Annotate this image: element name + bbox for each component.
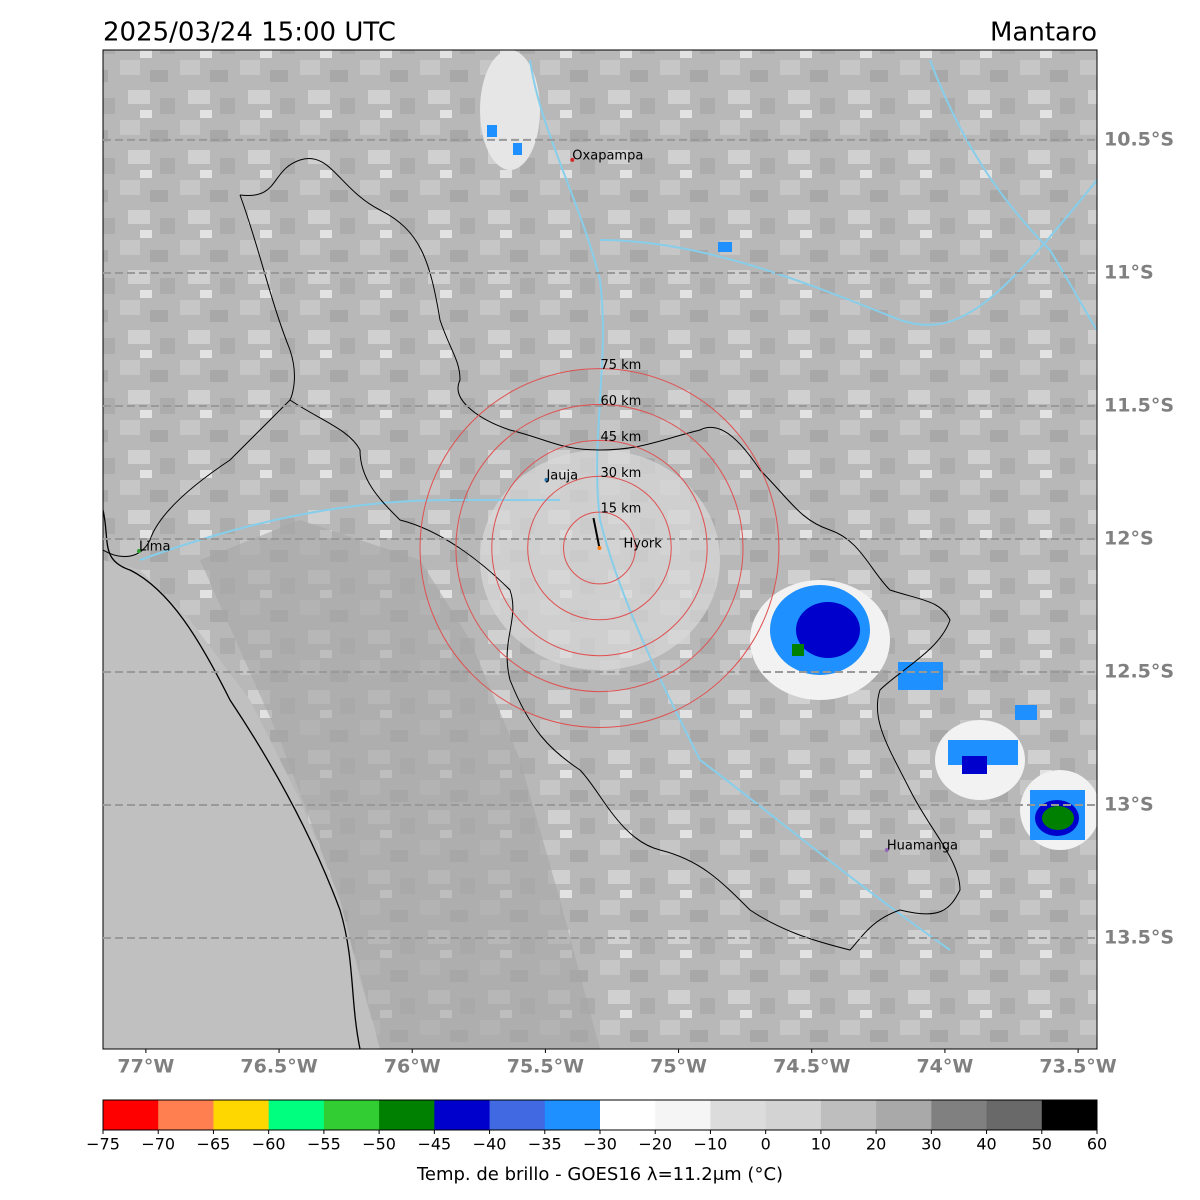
colorbar-bin xyxy=(710,1100,767,1130)
region: Mantaro xyxy=(990,18,1097,48)
colorbar-bin xyxy=(931,1100,988,1130)
colorbar-tick-label: −75 xyxy=(86,1135,120,1154)
lat-tick-label: 11.5°S xyxy=(1104,394,1174,416)
lat-tick-label: 10.5°S xyxy=(1104,128,1174,150)
place-label: Oxapampa xyxy=(572,148,643,163)
colorbar-tick-label: −65 xyxy=(197,1135,231,1154)
lat-tick-label: 13.5°S xyxy=(1104,927,1174,949)
colorbar-bin xyxy=(213,1100,270,1130)
colorbar-tick-label: 30 xyxy=(921,1135,941,1154)
colorbar-bin xyxy=(489,1100,546,1130)
range-ring xyxy=(419,368,780,728)
colorbar-bin xyxy=(876,1100,932,1130)
place-label: Jauja xyxy=(545,468,578,483)
place-dot xyxy=(136,548,141,553)
lat-tick-label: 12°S xyxy=(1104,527,1154,549)
colorbar-tick-label: 40 xyxy=(976,1135,996,1154)
colorbar-bin xyxy=(820,1100,877,1130)
colorbar-bin xyxy=(1041,1100,1098,1130)
colorbar-bin xyxy=(986,1100,1043,1130)
ring-label: 30 km xyxy=(600,466,641,481)
place-dot xyxy=(884,847,889,852)
map-frame xyxy=(102,49,1098,1050)
colorbar-tick-label: −45 xyxy=(417,1135,451,1154)
map-background xyxy=(103,50,1097,1049)
place-label: Lima xyxy=(139,539,170,554)
place-dot xyxy=(570,157,575,162)
lon-tick-label: 74.5°W xyxy=(773,1056,850,1078)
colorbar-tick-label: 20 xyxy=(866,1135,886,1154)
lat-tick-label: 12.5°S xyxy=(1104,661,1174,683)
colorbar-tick-label: 10 xyxy=(811,1135,831,1154)
colorbar-bin xyxy=(600,1100,656,1130)
colorbar-bin xyxy=(323,1100,380,1130)
lon-tick-label: 75.5°W xyxy=(507,1056,584,1078)
colorbar-bin xyxy=(434,1100,491,1130)
lon-tick-label: 77°W xyxy=(117,1056,174,1078)
colorbar-label: Temp. de brillo - GOES16 λ=11.2μm (°C) xyxy=(416,1164,783,1185)
colorbar-tick-label: 50 xyxy=(1032,1135,1052,1154)
colorbar-tick-label: −60 xyxy=(252,1135,286,1154)
range-ring xyxy=(563,511,636,585)
lon-tick-label: 74°W xyxy=(916,1056,973,1078)
range-ring xyxy=(527,475,672,621)
colorbar-tick-label: 0 xyxy=(761,1135,771,1154)
lon-tick-label: 73.5°W xyxy=(1039,1056,1116,1078)
lat-tick-label: 11°S xyxy=(1104,261,1154,283)
station-marker xyxy=(592,517,601,549)
title: 2025/03/24 15:00 UTC xyxy=(103,18,396,48)
colorbar-bin xyxy=(765,1100,822,1130)
place-label: Huamanga xyxy=(887,838,958,853)
ring-label: 15 km xyxy=(600,502,641,517)
ring-label: 45 km xyxy=(600,430,641,445)
colorbar-tick-label: 60 xyxy=(1087,1135,1107,1154)
colorbar-bin xyxy=(655,1100,711,1130)
colorbar-bin xyxy=(268,1100,325,1130)
colorbar-tick-label: −70 xyxy=(141,1135,175,1154)
colorbar-bin xyxy=(103,1100,159,1130)
colorbar-tick-label: −10 xyxy=(694,1135,728,1154)
colorbar-tick-label: −55 xyxy=(307,1135,341,1154)
colorbar-tick-label: −30 xyxy=(583,1135,617,1154)
colorbar-tick-label: −20 xyxy=(638,1135,672,1154)
lat-tick-label: 13°S xyxy=(1104,794,1154,816)
colorbar-tick-label: −35 xyxy=(528,1135,562,1154)
ring-label: 60 km xyxy=(600,394,641,409)
colorbar-bin xyxy=(544,1100,601,1130)
colorbar-tick-label: −40 xyxy=(473,1135,507,1154)
range-ring xyxy=(491,439,708,657)
colorbar-tick-label: −50 xyxy=(362,1135,396,1154)
colorbar-bin xyxy=(158,1100,214,1130)
lon-tick-label: 76°W xyxy=(384,1056,441,1078)
range-ring xyxy=(455,403,744,693)
lon-tick-label: 76.5°W xyxy=(240,1056,317,1078)
place-dot xyxy=(544,477,549,482)
lon-tick-label: 75°W xyxy=(650,1056,707,1078)
place-label: Hyork xyxy=(623,537,662,552)
place-dot xyxy=(597,546,602,551)
ring-label: 75 km xyxy=(600,358,641,373)
colorbar-bin xyxy=(379,1100,435,1130)
